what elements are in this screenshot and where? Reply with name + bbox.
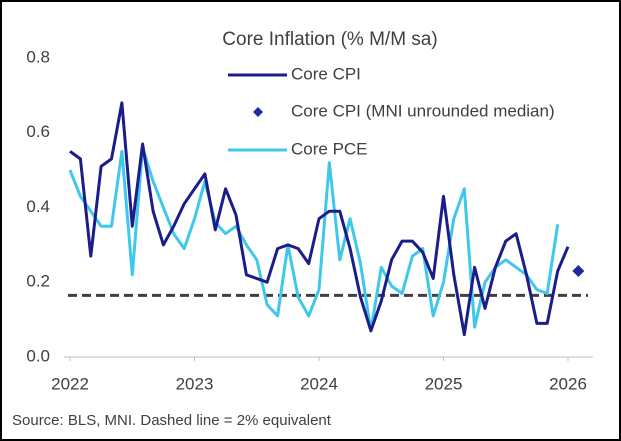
median-marker <box>572 265 585 278</box>
chart-title: Core Inflation (% M/M sa) <box>222 29 437 50</box>
series-line <box>69 101 570 337</box>
x-tick-label: 2026 <box>549 374 587 393</box>
y-tick-label: 0.8 <box>26 47 50 66</box>
legend-marker <box>253 107 263 117</box>
y-tick-label: 0.2 <box>26 272 50 291</box>
x-tick-label: 2025 <box>425 374 463 393</box>
x-tick-label: 2023 <box>176 374 214 393</box>
y-tick-label: 0.4 <box>26 197 50 216</box>
x-tick-label: 2022 <box>51 374 89 393</box>
x-tick-label: 2024 <box>300 374 338 393</box>
y-tick-label: 0.0 <box>26 346 50 365</box>
series-line <box>68 146 560 333</box>
legend-label: Core CPI (MNI unrounded median) <box>291 101 555 120</box>
legend-label: Core CPI <box>291 64 361 83</box>
legend-label: Core PCE <box>291 139 368 158</box>
source-note: Source: BLS, MNI. Dashed line = 2% equiv… <box>12 412 332 429</box>
y-tick-label: 0.6 <box>26 122 50 141</box>
